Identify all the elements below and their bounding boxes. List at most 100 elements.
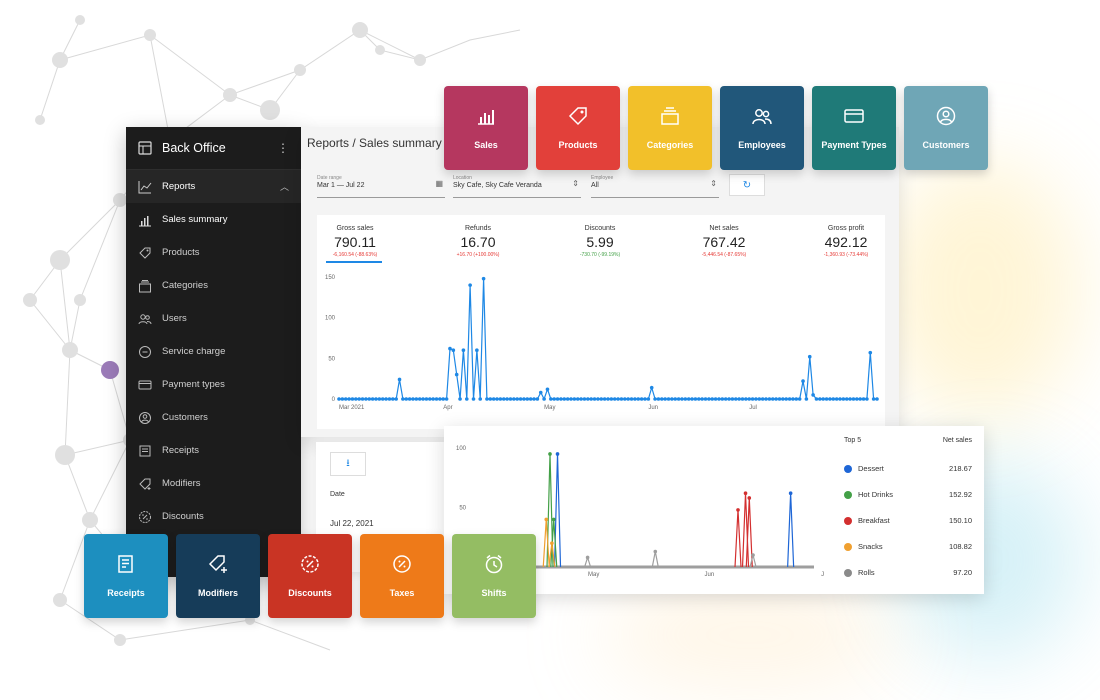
data-point xyxy=(347,397,351,401)
top5-value: 152.92 xyxy=(949,490,972,499)
data-point xyxy=(643,397,647,401)
sidebar-item-label: Customers xyxy=(162,412,208,423)
data-point xyxy=(720,397,725,401)
data-point xyxy=(424,397,429,401)
tile-customers[interactable]: Customers xyxy=(904,86,988,170)
sidebar-item-sales-summary[interactable]: Sales summary xyxy=(126,203,301,236)
tile-receipts[interactable]: Receipts xyxy=(84,534,168,618)
data-point xyxy=(542,397,546,401)
data-point xyxy=(656,397,661,401)
x-tick-label: Jul xyxy=(749,405,757,411)
location-select[interactable]: Location Sky Cafe, Sky Cafe Veranda ⇕ xyxy=(453,175,581,198)
data-point xyxy=(673,397,678,401)
data-point xyxy=(596,397,600,401)
sidebar-item-categories[interactable]: Categories xyxy=(126,269,301,302)
metric-net-sales[interactable]: Net sales 767.42 -5,446.54 (-87.65%) xyxy=(691,225,757,258)
data-point xyxy=(528,397,533,401)
data-point xyxy=(350,397,355,401)
data-point xyxy=(586,397,590,401)
tile-label: Customers xyxy=(922,140,970,150)
metric-gross-sales[interactable]: Gross sales 790.11 -6,160.54 (-88.63%) xyxy=(327,225,383,258)
layers-icon xyxy=(661,107,679,125)
top5-row[interactable]: Breakfast 150.10 xyxy=(844,515,972,527)
date-range-label: Date range xyxy=(317,175,342,181)
data-point xyxy=(754,397,758,401)
metric-discounts[interactable]: Discounts 5.99 -730.70 (-99.19%) xyxy=(567,225,633,258)
data-point xyxy=(354,397,358,401)
data-point xyxy=(801,379,805,383)
data-point xyxy=(831,397,836,401)
top5-row[interactable]: Snacks 108.82 xyxy=(844,541,972,553)
data-point xyxy=(552,397,556,401)
data-point xyxy=(743,491,748,496)
data-point xyxy=(491,397,496,401)
data-point xyxy=(535,397,540,401)
data-point xyxy=(602,397,607,401)
line-chart-icon xyxy=(138,180,152,193)
date-range-field[interactable]: Date range Mar 1 — Jul 22 ▦ xyxy=(317,175,445,198)
date-cell: Jul 22, 2021 xyxy=(330,519,374,528)
tag-plus-icon xyxy=(139,478,151,490)
data-point xyxy=(478,397,483,401)
top5-row[interactable]: Hot Drinks 152.92 xyxy=(844,489,972,501)
sidebar-item-service-charge[interactable]: Service charge xyxy=(126,335,301,368)
y-tick-label: 150 xyxy=(325,275,336,281)
data-point xyxy=(633,397,637,401)
data-point xyxy=(844,397,849,401)
sidebar-item-users[interactable]: Users xyxy=(126,302,301,335)
refresh-button[interactable]: ↻ xyxy=(729,174,765,196)
sidebar-item-discounts[interactable]: Discounts xyxy=(126,500,301,533)
download-button[interactable]: ⭳ xyxy=(330,452,366,476)
data-point xyxy=(751,553,755,557)
data-point xyxy=(609,397,614,401)
sidebar-item-products[interactable]: Products xyxy=(126,236,301,269)
sidebar-item-label: Products xyxy=(162,247,200,258)
user-circle-icon xyxy=(139,411,151,424)
data-point xyxy=(572,397,577,401)
discount-icon xyxy=(301,555,319,573)
sidebar-item-reports[interactable]: Reports ︿ xyxy=(126,170,301,203)
data-point xyxy=(612,397,617,401)
data-point xyxy=(774,397,778,401)
top5-value: 108.82 xyxy=(949,542,972,551)
more-vertical-icon[interactable]: ⋮ xyxy=(277,141,289,155)
data-point xyxy=(515,397,520,401)
tile-sales[interactable]: Sales xyxy=(444,86,528,170)
tile-modifiers[interactable]: Modifiers xyxy=(176,534,260,618)
select-arrows-icon: ⇕ xyxy=(572,179,579,188)
top5-row[interactable]: Rolls 97.20 xyxy=(844,567,972,579)
x-tick-label: May xyxy=(544,405,555,411)
tile-categories[interactable]: Categories xyxy=(628,86,712,170)
sidebar-item-label: Reports xyxy=(162,181,196,192)
calendar-icon[interactable]: ▦ xyxy=(435,179,443,188)
sidebar-item-receipts[interactable]: Receipts xyxy=(126,434,301,467)
tile-payment-types[interactable]: Payment Types xyxy=(812,86,896,170)
active-metric-underline xyxy=(326,261,382,263)
data-point xyxy=(367,397,372,401)
tile-employees[interactable]: Employees xyxy=(720,86,804,170)
card-icon xyxy=(844,109,864,123)
sidebar-item-customers[interactable]: Customers xyxy=(126,401,301,434)
data-point xyxy=(791,397,795,401)
data-point xyxy=(787,397,792,401)
top5-row[interactable]: Dessert 218.67 xyxy=(844,463,972,475)
tile-label: Categories xyxy=(646,140,694,150)
top5-name: Snacks xyxy=(858,542,883,551)
location-label: Location xyxy=(453,175,472,181)
discount-icon xyxy=(139,510,151,523)
metric-refunds[interactable]: Refunds 16.70 +16.70 (+100.00%) xyxy=(447,225,509,258)
metric-gross-profit[interactable]: Gross profit 492.12 -1,360.93 (-73.44%) xyxy=(813,225,879,258)
data-point xyxy=(736,508,740,512)
tile-products[interactable]: Products xyxy=(536,86,620,170)
tile-discounts[interactable]: Discounts xyxy=(268,534,352,618)
tile-shifts[interactable]: Shifts xyxy=(452,534,536,618)
sidebar-item-payment-types[interactable]: Payment types xyxy=(126,368,301,401)
employee-select[interactable]: Employee All ⇕ xyxy=(591,175,719,198)
data-point xyxy=(522,397,526,401)
metric-value: 5.99 xyxy=(586,234,614,250)
glow xyxy=(600,580,900,690)
data-point xyxy=(498,397,503,401)
tag-icon xyxy=(568,107,587,126)
tile-taxes[interactable]: Taxes xyxy=(360,534,444,618)
sidebar-item-modifiers[interactable]: Modifiers xyxy=(126,467,301,500)
